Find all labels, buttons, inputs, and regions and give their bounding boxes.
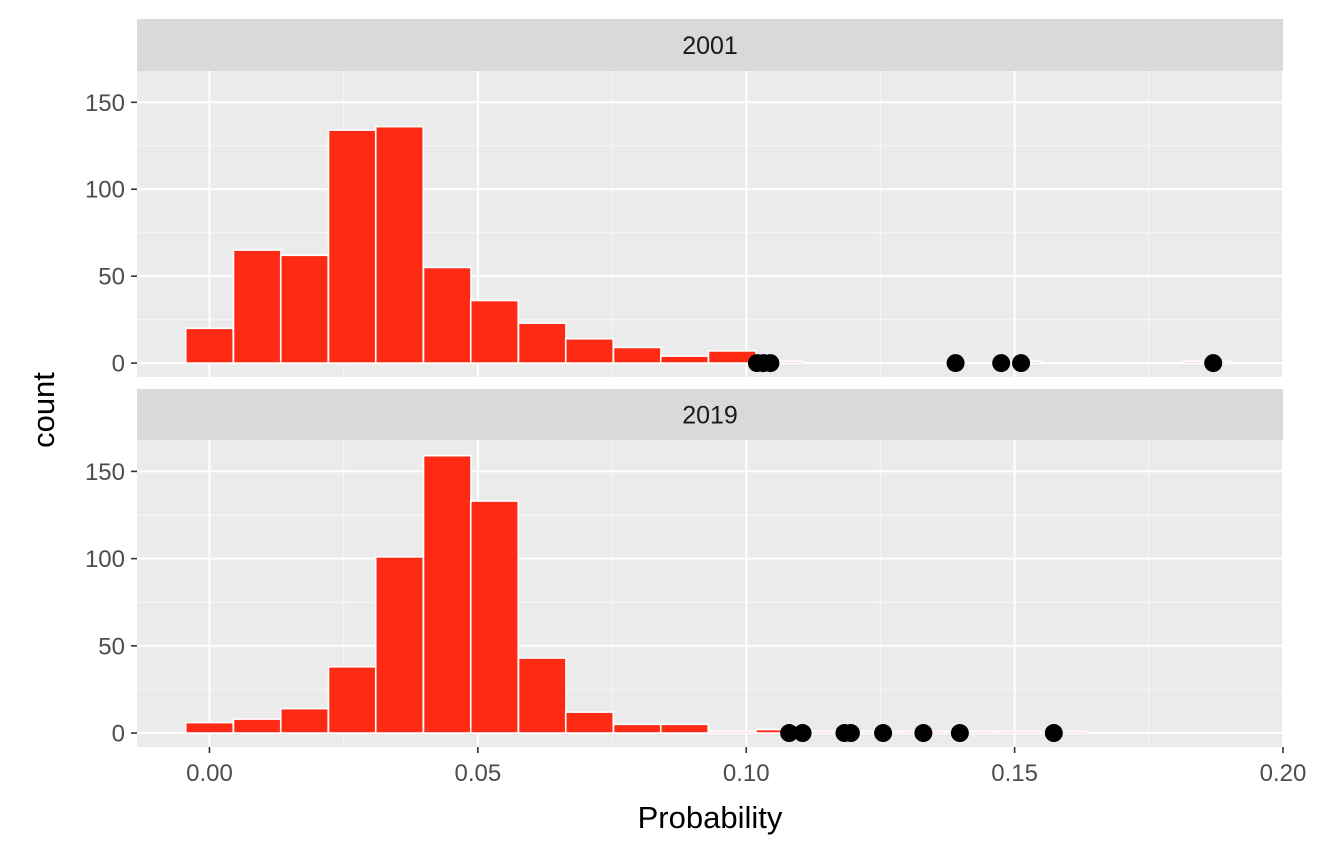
y-tick-label: 150 (85, 90, 125, 117)
y-tick-label: 100 (85, 177, 125, 204)
histogram-bar (374, 125, 425, 364)
histogram-bar (184, 327, 235, 364)
facet-2001: 2001 (137, 19, 1284, 377)
histogram-bar (184, 721, 235, 734)
x-tick-label: 0.15 (991, 760, 1038, 787)
histogram-bar (659, 723, 710, 734)
facet-strip (137, 19, 1283, 71)
data-point (1204, 354, 1223, 373)
data-point (992, 354, 1011, 373)
histogram-bar (279, 254, 330, 364)
histogram-bar (469, 500, 520, 734)
histogram-bar (327, 129, 377, 364)
y-tick-label: 0 (112, 351, 125, 378)
data-point (950, 724, 969, 743)
y-tick-label: 100 (85, 546, 125, 573)
histogram-bar (517, 322, 567, 364)
histogram-bar (422, 266, 472, 364)
x-axis-title: Probability (638, 800, 783, 835)
histogram-bar (564, 711, 615, 734)
y-tick-label: 50 (98, 633, 125, 660)
histogram-bar (232, 249, 282, 364)
histogram-bar (517, 657, 567, 734)
histogram-bar (1039, 730, 1090, 734)
histogram-bar (564, 337, 615, 364)
histogram-bar (232, 718, 282, 734)
histogram-bar (374, 556, 425, 734)
histogram-bar (279, 707, 330, 734)
facet-panels: 2001 2019 (137, 19, 1284, 747)
panel-background (137, 440, 1283, 747)
data-point (874, 724, 893, 743)
data-point (841, 724, 860, 743)
histogram-bar (612, 723, 662, 734)
histogram-bar (327, 665, 377, 734)
x-tick-label: 0.20 (1260, 760, 1307, 787)
data-point (761, 354, 780, 373)
histogram-bar (992, 730, 1042, 734)
y-tick-label: 0 (112, 721, 125, 748)
y-tick-label: 150 (85, 459, 125, 486)
data-point (793, 724, 812, 743)
facet-2019: 2019 (137, 389, 1284, 747)
y-tick-label: 50 (98, 264, 125, 291)
data-point (1012, 354, 1031, 373)
histogram-bar (707, 730, 757, 734)
x-tick-label: 0.10 (723, 760, 770, 787)
facet-strip-label: 2001 (682, 32, 738, 60)
data-point (914, 724, 933, 743)
y-axis-title: count (26, 372, 61, 448)
facet-strip (137, 389, 1283, 440)
axes: 0 50 100 150 0 50 100 150 0.00 0.05 0.10 0.15 0.20 (85, 90, 1306, 787)
histogram-bar (422, 454, 472, 734)
histogram-bar (612, 346, 662, 364)
histogram-bar (659, 355, 710, 364)
data-point (1044, 724, 1063, 743)
facet-strip-label: 2019 (682, 402, 738, 430)
data-point (946, 354, 965, 373)
data-point (780, 724, 799, 743)
x-tick-label: 0.00 (186, 760, 233, 787)
histogram-bar (469, 299, 520, 364)
x-tick-label: 0.05 (454, 760, 501, 787)
